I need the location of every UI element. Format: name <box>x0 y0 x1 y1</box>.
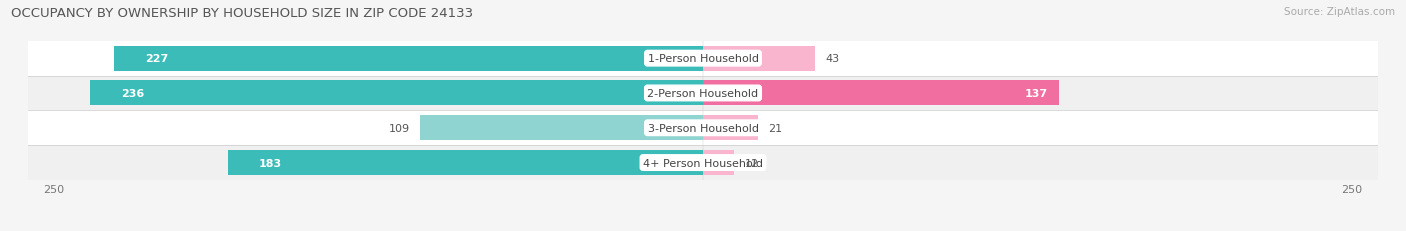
Text: 4+ Person Household: 4+ Person Household <box>643 158 763 168</box>
Bar <box>420 116 703 141</box>
Text: 12: 12 <box>745 158 759 168</box>
Bar <box>28 146 1378 180</box>
Text: OCCUPANCY BY OWNERSHIP BY HOUSEHOLD SIZE IN ZIP CODE 24133: OCCUPANCY BY OWNERSHIP BY HOUSEHOLD SIZE… <box>11 7 474 20</box>
Text: 3-Person Household: 3-Person Household <box>648 123 758 133</box>
Bar <box>114 46 703 71</box>
Text: 236: 236 <box>121 88 145 99</box>
Bar <box>703 150 734 175</box>
Text: 109: 109 <box>388 123 409 133</box>
Text: 227: 227 <box>145 54 169 64</box>
Bar <box>90 81 703 106</box>
Bar <box>703 116 758 141</box>
Text: Source: ZipAtlas.com: Source: ZipAtlas.com <box>1284 7 1395 17</box>
Bar <box>228 150 703 175</box>
Text: 21: 21 <box>768 123 782 133</box>
Bar <box>28 111 1378 146</box>
Bar <box>28 42 1378 76</box>
Bar <box>703 81 1059 106</box>
Text: 43: 43 <box>825 54 839 64</box>
Bar <box>28 76 1378 111</box>
Text: 137: 137 <box>1025 88 1049 99</box>
Text: 183: 183 <box>259 158 283 168</box>
Bar <box>703 46 814 71</box>
Text: 1-Person Household: 1-Person Household <box>648 54 758 64</box>
Text: 2-Person Household: 2-Person Household <box>647 88 759 99</box>
